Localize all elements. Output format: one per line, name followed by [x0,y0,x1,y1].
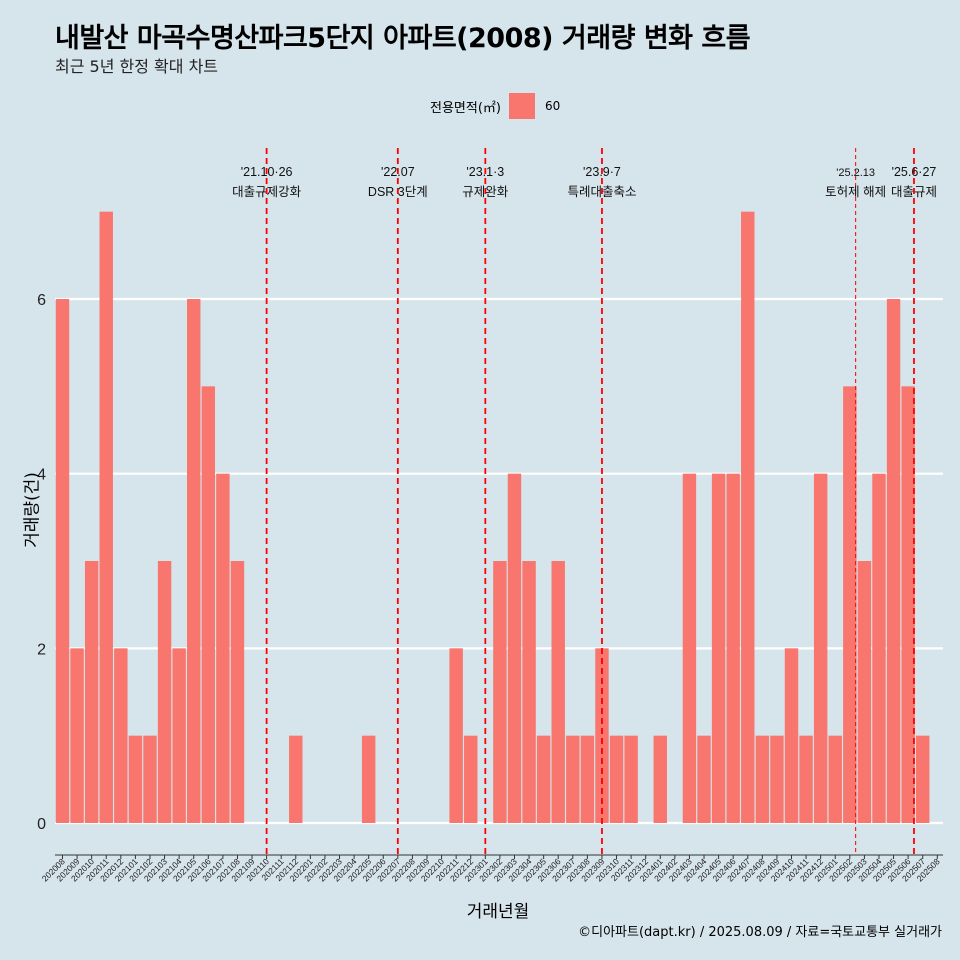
bar [595,648,609,823]
bar [711,473,726,823]
bar [799,735,813,823]
bar [872,473,886,823]
event-date: '25.6·27 [892,165,937,179]
bar [143,735,157,823]
event-date: '21.10·26 [241,165,293,179]
bar [449,648,463,823]
bar [843,386,857,823]
chart-subtitle: 최근 5년 한정 확대 차트 [55,57,219,76]
y-tick-label: 4 [37,467,46,484]
chart-title: 내발산 마곡수명산파크5단지 아파트(2008) 거래량 변화 흐름 [55,23,751,54]
bar [916,735,930,823]
bar [609,735,624,823]
bar [230,561,245,823]
legend-title: 전용면적(㎡) [430,100,501,116]
bar [507,473,522,823]
bar [784,648,799,823]
bar [886,299,901,823]
bar [653,735,667,823]
bar [828,735,842,823]
bar [901,386,915,823]
y-tick-label: 6 [37,292,46,309]
bar [55,299,70,823]
bar [216,473,230,823]
bar [493,561,507,823]
bar [624,735,638,823]
bar [289,735,303,823]
bar [522,561,536,823]
event-label: 대출규제강화 [232,185,302,199]
bar [99,211,113,823]
bar [201,386,216,823]
source-caption: ©디아파트(dapt.kr) / 2025.08.09 / 자료=국토교통부 실… [578,925,942,940]
event-date: '22.07 [381,165,415,179]
bar [726,473,740,823]
event-label: 규제완화 [462,185,509,199]
bar [361,735,376,823]
event-label: 토허제 해제 [825,185,886,199]
bar [187,299,201,823]
event-label: 대출규제 [891,185,937,199]
legend: 전용면적(㎡) 60 [430,93,560,119]
bar [770,735,784,823]
event-label: DSR 3단계 [368,185,428,199]
y-tick-label: 0 [37,816,46,833]
bar [755,735,770,823]
event-label: 특례대출축소 [567,185,636,199]
bar [551,561,565,823]
bar [128,735,143,823]
bar [114,648,128,823]
bar [741,211,755,823]
bar [70,648,84,823]
bar [580,735,595,823]
legend-label: 60 [544,99,561,113]
bar [697,735,711,823]
bar [84,561,99,823]
bar [682,473,697,823]
bar [172,648,186,823]
event-date: '25.2.13 [836,167,875,179]
bar [157,561,172,823]
x-axis-label: 거래년월 [466,902,530,922]
bar [566,735,580,823]
y-axis-label: 거래량(건) [22,472,43,548]
y-tick-label: 2 [37,641,46,658]
bar [464,735,478,823]
event-date: '23.9·7 [583,165,621,179]
bar [813,473,828,823]
bar [536,735,551,823]
legend-swatch [508,93,535,119]
bar [857,561,872,823]
event-date: '23.1·3 [466,165,504,179]
